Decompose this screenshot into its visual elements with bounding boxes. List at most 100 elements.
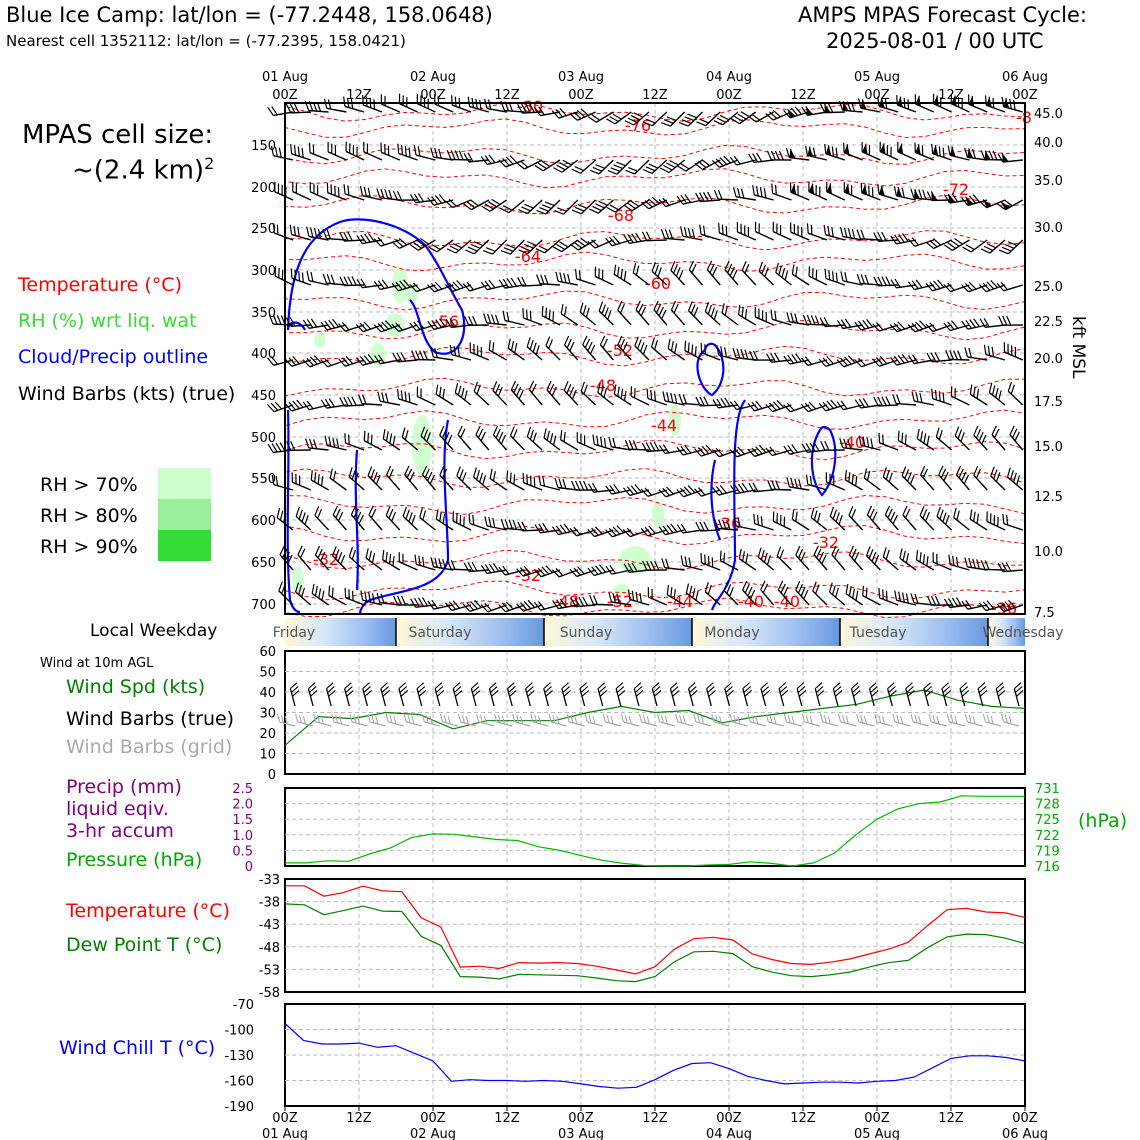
barb-feather [498, 159, 507, 168]
barb-feather [699, 396, 705, 406]
barb-feather [923, 682, 931, 690]
barb-feather [606, 714, 610, 724]
wind-barb [676, 485, 703, 498]
barb-staff [273, 232, 294, 241]
barb-staff [473, 476, 490, 491]
barb-feather [429, 715, 433, 725]
barb-feather [779, 514, 782, 525]
barb-feather [439, 511, 442, 522]
barb-feather [377, 280, 385, 289]
barb-staff [932, 152, 952, 161]
barb-feather [901, 592, 905, 603]
barb-feather [772, 511, 775, 522]
barb-feather [719, 157, 728, 165]
rh-blob [619, 546, 651, 574]
wind-barb [676, 523, 703, 534]
barb-staff [629, 569, 650, 573]
barb-staff [670, 269, 686, 286]
barb-staff [399, 102, 418, 113]
barb-feather [835, 587, 839, 598]
barb-staff [667, 347, 686, 361]
hpa-tick-label: 450 [251, 389, 276, 404]
barb-feather [751, 447, 759, 456]
wind-barb [311, 583, 330, 606]
barb-feather [434, 682, 443, 690]
barb-pennant [932, 145, 939, 156]
barb-feather [744, 583, 750, 594]
wind-barb [721, 303, 739, 326]
wind-barb-grid [421, 713, 440, 727]
wind-barb [651, 261, 668, 286]
barb-staff [824, 324, 845, 328]
barb-feather [843, 142, 845, 153]
barb-staff [941, 688, 948, 707]
barb-feather [367, 354, 375, 363]
barb-feather [348, 434, 350, 445]
barb-feather [835, 689, 843, 697]
barb-feather [373, 99, 376, 110]
barb-feather [723, 581, 729, 591]
barb-feather [500, 249, 511, 255]
barb-feather [911, 322, 920, 331]
barb-staff [807, 449, 828, 453]
barb-feather [678, 269, 684, 280]
barb-feather [839, 438, 844, 448]
wind-barb [348, 547, 365, 571]
temperature-contour-label: -72 [943, 180, 969, 199]
barb-feather [756, 515, 760, 525]
barb-feather [675, 266, 681, 277]
barb-feather [851, 682, 859, 690]
barb-feather [267, 106, 274, 116]
barb-feather [943, 322, 951, 331]
barb-staff [273, 359, 294, 367]
barb-feather [642, 121, 653, 127]
barb-staff [291, 404, 312, 412]
barb-staff [308, 280, 329, 286]
barb-staff [541, 315, 561, 326]
barb-feather [560, 429, 563, 440]
barb-staff [807, 483, 828, 491]
wind-barb [597, 382, 614, 406]
wind-barb [747, 400, 774, 412]
barb-feather [353, 508, 359, 519]
wind-barb [306, 270, 329, 286]
barb-feather [868, 185, 870, 196]
bottom-date-label: 05 Aug [854, 1127, 900, 1140]
barb-feather [847, 439, 852, 449]
wind-barb [716, 345, 739, 361]
barb-feather [871, 187, 874, 198]
barb-feather [822, 357, 831, 366]
wind-barb [865, 546, 881, 571]
barb-staff [738, 558, 757, 571]
precip-tick-label: 0 [245, 860, 253, 875]
wind-barb [386, 465, 401, 491]
barb-feather [626, 202, 636, 210]
bottom-date-label: 03 Aug [558, 1127, 604, 1140]
barb-feather [694, 162, 703, 170]
barb-feather [901, 187, 905, 198]
wind-barb [945, 350, 970, 361]
barb-feather [654, 264, 659, 275]
wind-barb [290, 268, 312, 286]
barb-feather [732, 269, 738, 280]
wind-barb [368, 505, 383, 531]
wind-barb [480, 154, 507, 166]
barb-staff [866, 514, 881, 531]
temperature-contour-label: -68 [608, 206, 634, 225]
wind-barb [483, 313, 507, 326]
barb-feather [352, 145, 355, 155]
wind-barb [775, 262, 792, 286]
isotherm-line [284, 290, 1026, 311]
wind-barb [766, 352, 792, 363]
wind-barb-10m [289, 682, 300, 707]
barb-feather [832, 682, 841, 690]
wind-barb [943, 320, 970, 332]
barb-feather [464, 249, 475, 255]
barb-feather [786, 312, 791, 322]
wind-barb [617, 335, 632, 361]
barb-feather [827, 103, 834, 113]
barb-feather [389, 714, 393, 724]
wind-barb [533, 565, 561, 578]
barb-pennant [807, 146, 814, 157]
barb-feather [594, 266, 597, 277]
